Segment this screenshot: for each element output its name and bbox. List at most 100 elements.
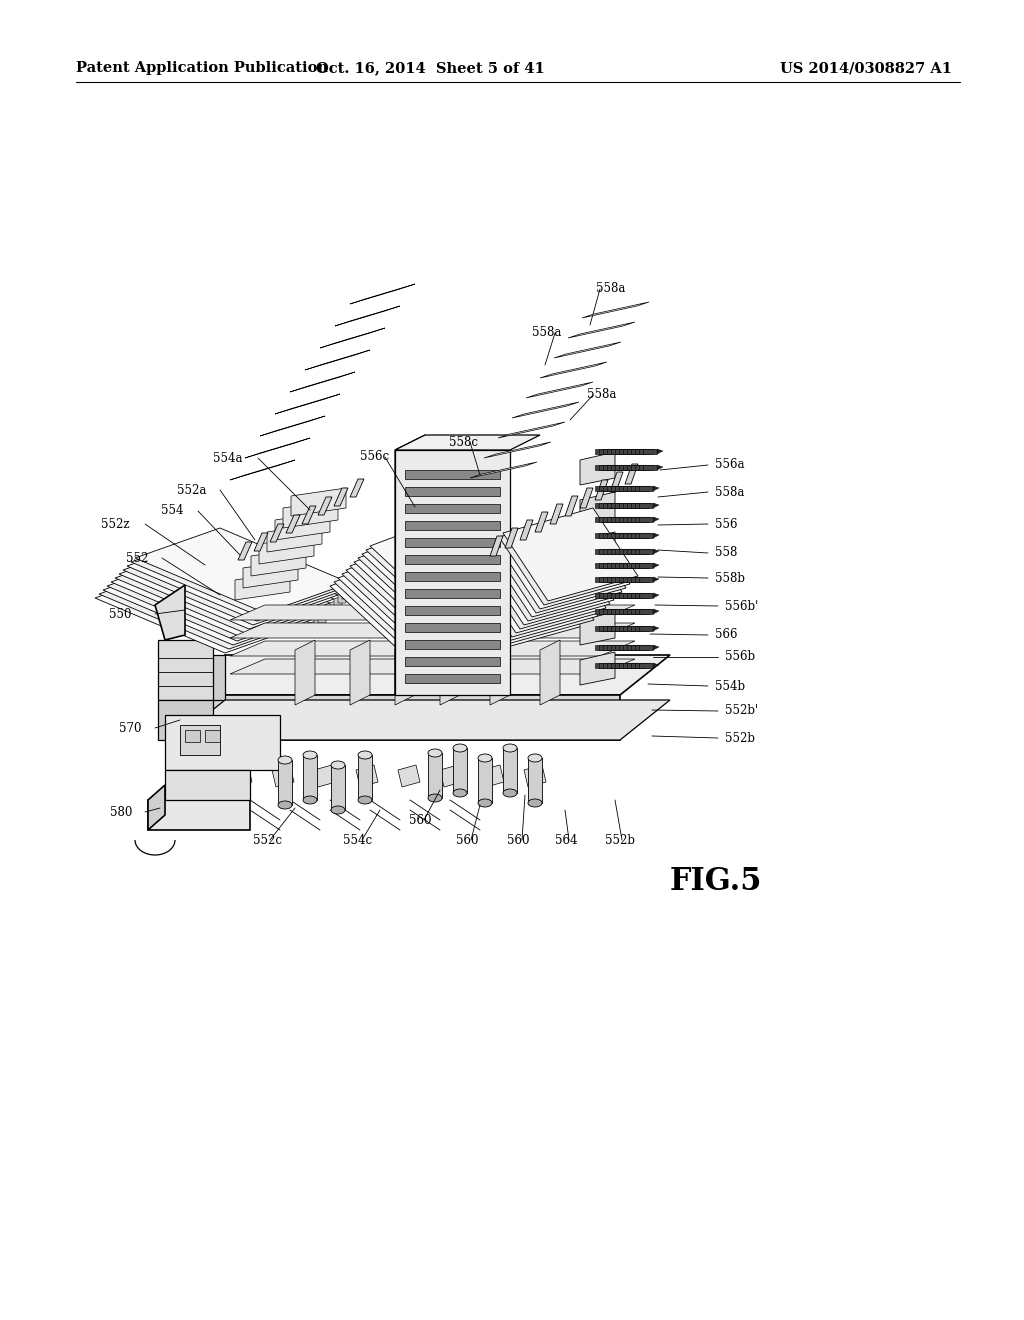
Bar (595, 577, 609, 582)
Ellipse shape (303, 751, 317, 759)
Bar (627, 549, 641, 554)
Polygon shape (366, 520, 516, 615)
Polygon shape (633, 593, 639, 598)
Bar (607, 549, 621, 554)
Bar (631, 486, 645, 491)
Polygon shape (318, 612, 326, 623)
Bar (623, 503, 637, 508)
Polygon shape (350, 579, 358, 591)
Bar (618, 645, 633, 649)
Polygon shape (322, 609, 330, 619)
Ellipse shape (278, 801, 292, 809)
Polygon shape (395, 640, 415, 705)
Bar (631, 609, 645, 614)
Text: 558: 558 (715, 546, 737, 560)
Polygon shape (657, 465, 663, 470)
Polygon shape (629, 577, 635, 582)
Bar (607, 449, 621, 454)
Polygon shape (629, 593, 635, 598)
Bar (599, 564, 613, 568)
Ellipse shape (358, 751, 372, 759)
Polygon shape (356, 766, 378, 787)
Polygon shape (254, 533, 268, 550)
Bar (639, 503, 653, 508)
Bar (618, 533, 633, 539)
Text: 560: 560 (456, 833, 478, 846)
Bar (623, 663, 637, 668)
Polygon shape (467, 544, 602, 638)
Polygon shape (629, 645, 635, 649)
Text: 556b': 556b' (725, 599, 758, 612)
Text: 554a: 554a (213, 451, 243, 465)
Polygon shape (625, 517, 631, 521)
Polygon shape (338, 591, 346, 603)
Polygon shape (625, 449, 631, 454)
Polygon shape (617, 645, 623, 649)
Bar (615, 593, 629, 598)
Bar (595, 663, 609, 668)
Bar (428, 752, 442, 799)
Polygon shape (115, 548, 330, 634)
Bar (635, 486, 649, 491)
Bar (615, 517, 629, 521)
Bar (599, 593, 613, 598)
Bar (615, 645, 629, 649)
Bar (615, 577, 629, 582)
Polygon shape (609, 626, 615, 631)
Polygon shape (641, 465, 647, 470)
Polygon shape (649, 609, 655, 614)
Polygon shape (350, 479, 364, 498)
Bar (635, 465, 649, 470)
Polygon shape (621, 609, 627, 614)
Bar (639, 593, 653, 598)
Polygon shape (633, 549, 639, 554)
Ellipse shape (478, 754, 492, 762)
Bar (611, 465, 625, 470)
Text: 552c: 552c (253, 833, 282, 846)
Polygon shape (155, 585, 185, 640)
Polygon shape (617, 486, 623, 491)
Polygon shape (175, 655, 225, 700)
Polygon shape (629, 465, 635, 470)
Polygon shape (330, 601, 338, 611)
Ellipse shape (503, 744, 517, 752)
Polygon shape (653, 663, 659, 668)
Polygon shape (609, 645, 615, 649)
Polygon shape (633, 503, 639, 508)
Polygon shape (617, 593, 623, 598)
Polygon shape (234, 572, 290, 601)
Polygon shape (653, 609, 659, 614)
Polygon shape (625, 465, 638, 484)
Bar (635, 626, 649, 631)
Ellipse shape (503, 789, 517, 797)
Polygon shape (625, 593, 631, 598)
Bar (595, 503, 609, 508)
Polygon shape (641, 486, 647, 491)
Text: 570: 570 (120, 722, 142, 734)
Bar (599, 577, 613, 582)
Polygon shape (625, 503, 631, 508)
Polygon shape (629, 564, 635, 568)
Bar (618, 549, 633, 554)
Polygon shape (629, 626, 635, 631)
Bar (631, 645, 645, 649)
Polygon shape (633, 645, 639, 649)
Polygon shape (314, 616, 322, 627)
Polygon shape (440, 766, 462, 787)
Polygon shape (629, 663, 635, 668)
Polygon shape (512, 403, 579, 418)
Bar (627, 465, 641, 470)
Bar (623, 486, 637, 491)
Polygon shape (230, 605, 635, 620)
Bar (623, 593, 637, 598)
Text: 558b: 558b (715, 572, 745, 585)
Polygon shape (267, 524, 322, 552)
Bar (627, 593, 641, 598)
Polygon shape (629, 533, 635, 539)
Bar (478, 758, 492, 803)
Polygon shape (243, 560, 298, 587)
Polygon shape (568, 322, 635, 338)
Bar (639, 564, 653, 568)
Bar (639, 465, 653, 470)
Bar (595, 564, 609, 568)
